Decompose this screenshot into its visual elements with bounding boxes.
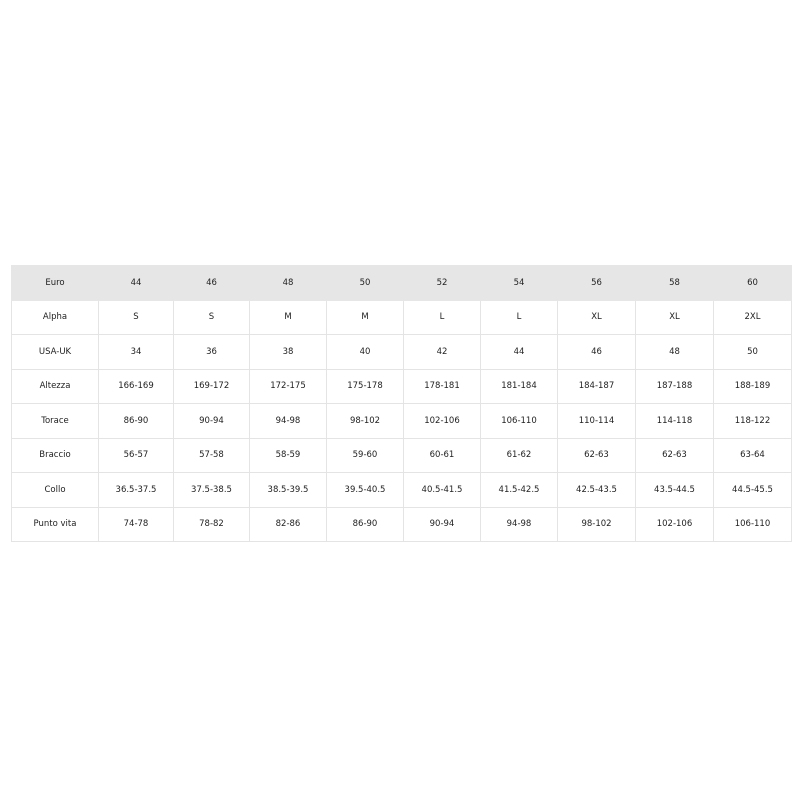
row-label: Collo	[11, 472, 99, 508]
table-cell: 187-188	[635, 368, 714, 404]
table-cell: S	[98, 299, 174, 335]
table-cell: 114-118	[635, 403, 714, 439]
table-cell: 38	[249, 334, 327, 370]
table-cell: 166-169	[98, 368, 174, 404]
table-cell: 94-98	[480, 506, 558, 542]
table-cell: 82-86	[249, 506, 327, 542]
table-cell: 40.5-41.5	[403, 472, 481, 508]
table-cell: 62-63	[635, 437, 714, 473]
table-cell: 37.5-38.5	[173, 472, 250, 508]
table-cell: 86-90	[326, 506, 404, 542]
table-row: Punto vita 74-78 78-82 82-86 86-90 90-94 94-98…	[11, 506, 792, 542]
table-cell: 43.5-44.5	[635, 472, 714, 508]
table-cell: 102-106	[635, 506, 714, 542]
table-cell: 59-60	[326, 437, 404, 473]
row-label: Altezza	[11, 368, 99, 404]
table-cell: 90-94	[403, 506, 481, 542]
table-cell: 44.5-45.5	[713, 472, 792, 508]
row-label: Braccio	[11, 437, 99, 473]
table-cell: 52	[403, 265, 481, 301]
table-cell: 60	[713, 265, 792, 301]
table-cell: 48	[635, 334, 714, 370]
table-cell: 188-189	[713, 368, 792, 404]
table-row: Torace 86-90 90-94 94-98 98-102 102-106 106-11…	[11, 403, 792, 439]
table-cell: S	[173, 299, 250, 335]
table-cell: M	[249, 299, 327, 335]
table-cell: 36	[173, 334, 250, 370]
table-cell: 62-63	[557, 437, 636, 473]
table-cell: 110-114	[557, 403, 636, 439]
table-cell: L	[403, 299, 481, 335]
header-row: Euro 44 46 48 50 52 54 56 58 60	[11, 265, 792, 301]
row-label: Torace	[11, 403, 99, 439]
table-cell: 61-62	[480, 437, 558, 473]
table-row: Alpha S S M M L L XL XL 2XL	[11, 299, 792, 335]
table-cell: 54	[480, 265, 558, 301]
table-cell: XL	[635, 299, 714, 335]
table-cell: 118-122	[713, 403, 792, 439]
table-cell: 178-181	[403, 368, 481, 404]
table-cell: 44	[480, 334, 558, 370]
table-cell: 38.5-39.5	[249, 472, 327, 508]
table-cell: 42.5-43.5	[557, 472, 636, 508]
table-row: Braccio 56-57 57-58 58-59 59-60 60-61 61-62 62-…	[11, 437, 792, 473]
table-cell: 41.5-42.5	[480, 472, 558, 508]
table-cell: 175-178	[326, 368, 404, 404]
table-cell: 39.5-40.5	[326, 472, 404, 508]
table-cell: 60-61	[403, 437, 481, 473]
table-cell: 40	[326, 334, 404, 370]
table-cell: 102-106	[403, 403, 481, 439]
row-label: Euro	[11, 265, 99, 301]
table-cell: 172-175	[249, 368, 327, 404]
table-row: Altezza 166-169 169-172 172-175 175-178 178-1…	[11, 368, 792, 404]
table-cell: 94-98	[249, 403, 327, 439]
table-cell: 34	[98, 334, 174, 370]
table-cell: 98-102	[557, 506, 636, 542]
table-cell: L	[480, 299, 558, 335]
table-cell: 86-90	[98, 403, 174, 439]
table-cell: 48	[249, 265, 327, 301]
row-label: Punto vita	[11, 506, 99, 542]
table-cell: 63-64	[713, 437, 792, 473]
table-cell: 2XL	[713, 299, 792, 335]
table-cell: 44	[98, 265, 174, 301]
table-cell: 56	[557, 265, 636, 301]
table-cell: 74-78	[98, 506, 174, 542]
table-cell: 56-57	[98, 437, 174, 473]
table-cell: 98-102	[326, 403, 404, 439]
table-cell: M	[326, 299, 404, 335]
table-cell: 42	[403, 334, 481, 370]
table-row: Collo 36.5-37.5 37.5-38.5 38.5-39.5 39.5-40.…	[11, 472, 792, 508]
table-cell: 46	[557, 334, 636, 370]
table-cell: 90-94	[173, 403, 250, 439]
table-cell: 181-184	[480, 368, 558, 404]
table-cell: 50	[326, 265, 404, 301]
size-chart-table: Euro 44 46 48 50 52 54 56 58 60 Alpha S S M M L L XL XL 2XL…	[11, 265, 792, 542]
row-label: Alpha	[11, 299, 99, 335]
table-cell: 36.5-37.5	[98, 472, 174, 508]
table-cell: 184-187	[557, 368, 636, 404]
table-row: USA-UK 34 36 38 40 42 44 46 48 50	[11, 334, 792, 370]
table-cell: 78-82	[173, 506, 250, 542]
table-cell: 57-58	[173, 437, 250, 473]
row-label: USA-UK	[11, 334, 99, 370]
table-cell: 50	[713, 334, 792, 370]
table-cell: 169-172	[173, 368, 250, 404]
table-cell: 58	[635, 265, 714, 301]
table-cell: 106-110	[713, 506, 792, 542]
table-cell: 106-110	[480, 403, 558, 439]
table-cell: 46	[173, 265, 250, 301]
table-cell: 58-59	[249, 437, 327, 473]
table-cell: XL	[557, 299, 636, 335]
